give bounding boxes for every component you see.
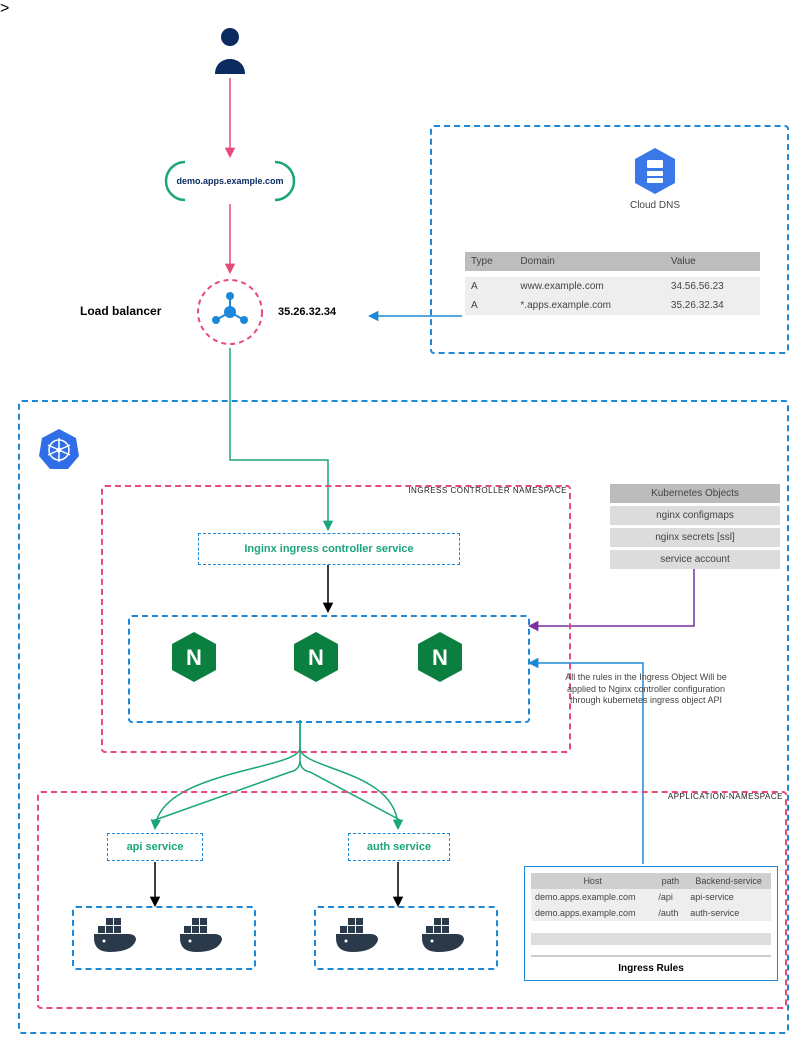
app-ns-label: APPLICATION-NAMESPACE [668, 792, 783, 801]
dns-table-wrap: Type Domain Value A www.example.com 34.5… [465, 252, 760, 321]
rules-caption: Ingress Rules [531, 955, 771, 974]
rules-col-path: path [654, 873, 686, 889]
dns-row: A www.example.com 34.56.56.23 [465, 277, 760, 296]
user-icon [213, 26, 247, 76]
ingress-ns-label: INGRESS CONTROLLER NAMESPACE [408, 486, 567, 495]
k8s-obj-row: nginx secrets [ssl] [610, 528, 780, 547]
cloud-dns-title: Cloud DNS [595, 200, 715, 211]
dns-col-domain: Domain [514, 252, 665, 271]
ingress-note: All the rules in the Ingress Object Will… [556, 672, 736, 707]
nginx-icon: N [172, 632, 216, 682]
kubernetes-icon [38, 428, 80, 470]
api-service-box: api service [107, 833, 203, 861]
rules-row: demo.apps.example.com /api api-service [531, 889, 771, 905]
k8s-obj-header: Kubernetes Objects [610, 484, 780, 503]
domain-pill: demo.apps.example.com [155, 160, 305, 202]
ingress-service-label: Inginx ingress controller service [244, 543, 413, 555]
dns-col-value: Value [665, 252, 760, 271]
auth-service-label: auth service [367, 841, 431, 853]
nginx-icon: N [294, 632, 338, 682]
dns-table: Type Domain Value A www.example.com 34.5… [465, 252, 760, 321]
ingress-rules-box: Host path Backend-service demo.apps.exam… [524, 866, 778, 981]
docker-icon [334, 916, 382, 954]
docker-icon [92, 916, 140, 954]
rules-col-backend: Backend-service [686, 873, 771, 889]
ingress-rules-table: Host path Backend-service demo.apps.exam… [531, 873, 771, 945]
dns-col-type: Type [465, 252, 514, 271]
auth-service-box: auth service [348, 833, 450, 861]
rules-row: demo.apps.example.com /auth auth-service [531, 905, 771, 921]
cloud-dns-icon [635, 148, 675, 194]
ingress-service-box: Inginx ingress controller service [198, 533, 460, 565]
rules-col-host: Host [531, 873, 654, 889]
svg-text:N: N [186, 645, 202, 670]
load-balancer-ip: 35.26.32.34 [278, 306, 336, 318]
docker-icon [178, 916, 226, 954]
k8s-obj-row: service account [610, 550, 780, 569]
api-service-label: api service [127, 841, 184, 853]
dns-row: A *.apps.example.com 35.26.32.34 [465, 296, 760, 315]
nginx-icon: N [418, 632, 462, 682]
k8s-objects-list: Kubernetes Objects nginx configmaps ngin… [610, 484, 780, 572]
docker-icon [420, 916, 468, 954]
k8s-obj-row: nginx configmaps [610, 506, 780, 525]
load-balancer-circle [196, 278, 264, 346]
domain-text: demo.apps.example.com [155, 160, 305, 202]
svg-text:N: N [432, 645, 448, 670]
svg-text:N: N [308, 645, 324, 670]
load-balancer-label: Load balancer [80, 304, 161, 318]
